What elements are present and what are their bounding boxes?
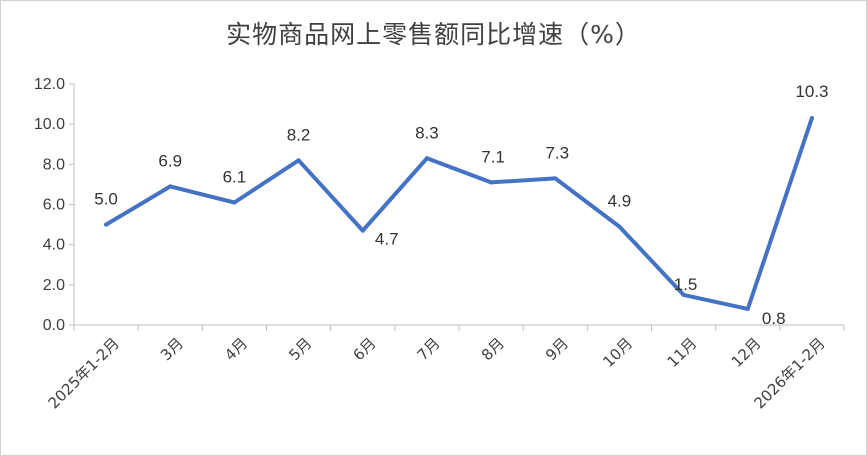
data-point bbox=[745, 306, 750, 311]
data-label: 8.2 bbox=[287, 125, 311, 144]
x-tick-label: 8月 bbox=[478, 334, 508, 364]
y-tick-label: 10.0 bbox=[34, 116, 65, 133]
chart-title: 实物商品网上零售额同比增速（%） bbox=[226, 20, 641, 49]
data-point bbox=[489, 180, 494, 185]
data-point bbox=[168, 184, 173, 189]
data-label: 6.1 bbox=[223, 167, 247, 186]
data-label: 4.9 bbox=[608, 192, 632, 211]
y-tick-label: 12.0 bbox=[34, 76, 65, 93]
data-point bbox=[104, 222, 109, 227]
x-tick-label: 11月 bbox=[664, 334, 701, 371]
y-tick-label: 0.0 bbox=[43, 317, 65, 334]
y-tick-label: 8.0 bbox=[43, 156, 65, 173]
data-label: 7.3 bbox=[545, 143, 569, 162]
data-point bbox=[553, 176, 558, 181]
data-point bbox=[232, 200, 237, 205]
y-tick-label: 4.0 bbox=[43, 237, 65, 254]
series-layer bbox=[104, 116, 814, 311]
data-label: 8.3 bbox=[415, 123, 439, 142]
axes bbox=[73, 84, 844, 326]
x-tick-label: 9月 bbox=[542, 334, 572, 364]
data-labels: 5.0 6.9 6.1 8.2 4.7 8.3 7.1 7.3 4.9 1.5 0.8 10.3 bbox=[94, 82, 828, 328]
x-tick-label: 5月 bbox=[285, 334, 315, 364]
data-point bbox=[360, 228, 365, 233]
series-line bbox=[104, 116, 814, 311]
y-tick-label: 6.0 bbox=[43, 197, 65, 214]
y-axis-ticks: 0.0 2.0 4.0 6.0 8.0 10.0 12.0 bbox=[34, 76, 74, 334]
data-label: 5.0 bbox=[94, 190, 118, 209]
x-tick-label: 6月 bbox=[349, 334, 379, 364]
data-point bbox=[617, 224, 622, 229]
x-tick-label: 2025年1-2月 bbox=[45, 334, 123, 412]
data-label: 6.9 bbox=[158, 151, 182, 170]
x-tick-label: 10月 bbox=[599, 334, 636, 371]
data-label: 7.1 bbox=[481, 147, 505, 166]
y-tick-label: 2.0 bbox=[43, 277, 65, 294]
x-tick-label: 7月 bbox=[414, 334, 444, 364]
data-label: 1.5 bbox=[674, 275, 698, 294]
data-point bbox=[296, 158, 301, 163]
x-tick-label: 12月 bbox=[728, 334, 765, 371]
data-label: 10.3 bbox=[795, 82, 828, 101]
data-point bbox=[681, 292, 686, 297]
data-point bbox=[809, 116, 814, 121]
data-label: 4.7 bbox=[375, 230, 399, 249]
x-tick-label: 4月 bbox=[221, 334, 251, 364]
data-point bbox=[424, 156, 429, 161]
x-tick-label: 3月 bbox=[157, 334, 187, 364]
x-axis-ticks: 2025年1-2月 3月 4月 5月 6月 7月 8月 9月 10月 11月 12月2026年1-2… bbox=[45, 325, 845, 412]
data-label: 0.8 bbox=[762, 309, 786, 328]
